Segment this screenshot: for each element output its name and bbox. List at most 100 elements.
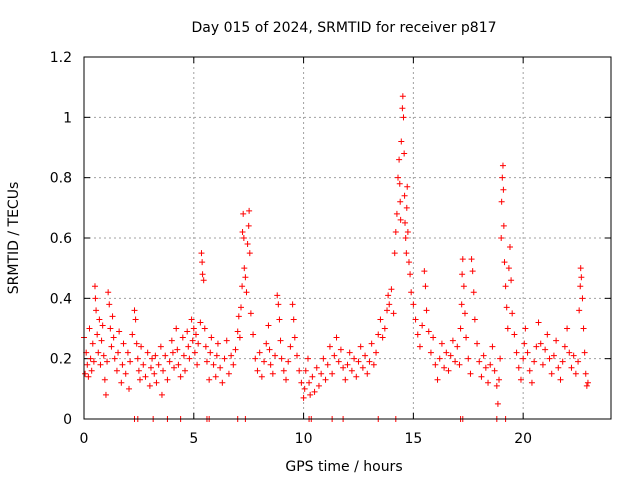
data-point bbox=[366, 358, 373, 365]
data-point bbox=[177, 373, 184, 380]
data-point bbox=[386, 301, 393, 308]
data-point bbox=[199, 259, 206, 266]
data-point bbox=[355, 358, 362, 365]
data-point bbox=[174, 346, 181, 353]
data-point bbox=[400, 114, 407, 121]
data-point bbox=[461, 310, 468, 317]
data-point bbox=[402, 235, 409, 241]
data-point bbox=[265, 322, 272, 329]
data-point bbox=[443, 349, 450, 356]
data-point bbox=[152, 352, 159, 359]
data-point bbox=[236, 334, 243, 341]
data-point bbox=[207, 349, 214, 356]
y-tick-label: 1.2 bbox=[50, 50, 72, 66]
data-point bbox=[272, 352, 279, 359]
data-point bbox=[502, 283, 509, 290]
data-point bbox=[570, 352, 577, 359]
data-point bbox=[239, 283, 246, 290]
data-point bbox=[311, 388, 318, 395]
data-point bbox=[566, 349, 573, 356]
data-point bbox=[93, 307, 100, 314]
data-point bbox=[474, 340, 481, 347]
data-point bbox=[504, 325, 511, 332]
data-point bbox=[95, 349, 102, 356]
data-point bbox=[324, 361, 331, 368]
data-point bbox=[515, 364, 522, 371]
data-point bbox=[151, 370, 158, 377]
data-point bbox=[239, 228, 246, 235]
data-point bbox=[401, 192, 408, 199]
data-point bbox=[318, 370, 325, 377]
data-point bbox=[254, 367, 261, 374]
data-point bbox=[436, 355, 443, 362]
data-point bbox=[498, 235, 505, 241]
y-tick-label: 0.8 bbox=[50, 171, 72, 187]
data-point bbox=[364, 370, 371, 377]
x-tick-label: 0 bbox=[80, 431, 89, 447]
data-point bbox=[247, 310, 254, 317]
data-point bbox=[84, 361, 91, 368]
data-point bbox=[564, 325, 571, 332]
data-point bbox=[104, 358, 111, 365]
data-point bbox=[577, 265, 584, 272]
data-point bbox=[206, 376, 213, 383]
data-point bbox=[351, 355, 358, 362]
data-point bbox=[190, 325, 197, 332]
data-point bbox=[375, 331, 382, 338]
data-point bbox=[340, 364, 347, 371]
data-point bbox=[101, 376, 108, 383]
data-point bbox=[223, 337, 230, 344]
data-point bbox=[90, 358, 97, 365]
data-point bbox=[508, 277, 515, 284]
data-point bbox=[476, 358, 483, 365]
data-point bbox=[82, 370, 89, 377]
data-point bbox=[509, 310, 516, 317]
data-point bbox=[583, 382, 590, 389]
data-point bbox=[430, 334, 437, 341]
data-point bbox=[580, 325, 587, 332]
data-point bbox=[480, 352, 487, 359]
data-point bbox=[241, 265, 248, 272]
data-point bbox=[471, 316, 478, 323]
data-point bbox=[396, 156, 403, 163]
data-point bbox=[572, 370, 579, 377]
data-point bbox=[304, 355, 311, 362]
data-point bbox=[191, 349, 198, 356]
data-point bbox=[199, 271, 206, 278]
data-point bbox=[85, 373, 92, 380]
y-tick-label: 0.2 bbox=[50, 352, 72, 368]
data-point bbox=[576, 307, 583, 314]
data-point bbox=[136, 376, 143, 383]
data-point bbox=[535, 319, 542, 326]
data-point bbox=[458, 301, 465, 308]
data-point bbox=[578, 274, 585, 281]
data-point bbox=[184, 328, 191, 335]
data-point bbox=[392, 228, 399, 235]
data-point bbox=[109, 313, 116, 320]
data-point bbox=[107, 325, 114, 332]
data-point bbox=[160, 367, 167, 374]
data-point bbox=[399, 105, 406, 112]
data-point bbox=[405, 259, 412, 266]
data-point bbox=[144, 349, 151, 356]
data-point bbox=[403, 204, 410, 211]
data-point bbox=[203, 358, 210, 365]
data-point bbox=[568, 364, 575, 371]
data-point bbox=[225, 370, 232, 377]
data-point bbox=[575, 358, 582, 365]
data-point bbox=[456, 361, 463, 368]
data-point bbox=[496, 376, 503, 383]
data-point bbox=[244, 241, 251, 248]
x-tick-label: 15 bbox=[404, 431, 422, 447]
data-point bbox=[267, 361, 274, 368]
data-point bbox=[232, 346, 239, 353]
data-point bbox=[200, 277, 207, 284]
data-point bbox=[129, 331, 136, 338]
data-point bbox=[110, 334, 117, 341]
data-point bbox=[454, 343, 461, 350]
data-point bbox=[344, 361, 351, 368]
data-point bbox=[577, 283, 584, 290]
data-point bbox=[274, 292, 281, 299]
data-point bbox=[407, 271, 414, 278]
data-point bbox=[427, 349, 434, 356]
